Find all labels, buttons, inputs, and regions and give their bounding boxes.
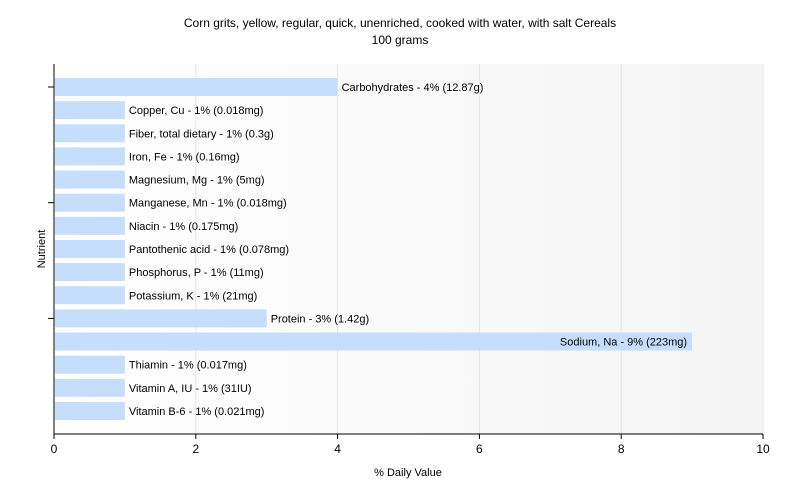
x-tick-label: 4 xyxy=(334,442,341,456)
bar-label: Magnesium, Mg - 1% (5mg) xyxy=(129,175,265,187)
bar xyxy=(55,309,267,328)
axes xyxy=(48,64,763,435)
bar-label: Iron, Fe - 1% (0.16mg) xyxy=(129,151,240,163)
bar-label: Vitamin A, IU - 1% (31IU) xyxy=(129,383,252,395)
bar-label: Carbohydrates - 4% (12.87g) xyxy=(342,82,484,94)
plot-area xyxy=(54,64,763,434)
x-ticks: 0 2 4 6 8 10 xyxy=(51,434,770,456)
x-tick-label: 8 xyxy=(618,442,625,456)
bar-label: Thiamin - 1% (0.017mg) xyxy=(129,360,247,372)
bar-label: Protein - 3% (1.42g) xyxy=(271,313,369,325)
bar-label: Potassium, K - 1% (21mg) xyxy=(129,290,257,302)
bar xyxy=(55,193,125,212)
x-tick-label: 2 xyxy=(192,442,199,456)
bar xyxy=(55,78,338,96)
chart-subtitle: 100 grams xyxy=(372,33,429,47)
x-axis-label: % Daily Value xyxy=(374,467,442,479)
bar-label: Phosphorus, P - 1% (11mg) xyxy=(129,267,264,279)
bar-label: Manganese, Mn - 1% (0.018mg) xyxy=(129,198,287,210)
grid-lines xyxy=(195,64,764,434)
y-axis-label: Nutrient xyxy=(36,230,48,269)
bar xyxy=(55,378,125,397)
x-tick-label: 0 xyxy=(51,442,58,456)
bar xyxy=(55,401,125,420)
bar xyxy=(55,124,125,143)
bar xyxy=(55,355,125,374)
chart-title: Corn grits, yellow, regular, quick, unen… xyxy=(184,16,616,30)
bar xyxy=(55,263,125,282)
bar-label: Vitamin B-6 - 1% (0.021mg) xyxy=(129,406,265,418)
bar xyxy=(55,332,693,351)
bar xyxy=(55,147,125,166)
bar-label: Copper, Cu - 1% (0.018mg) xyxy=(129,105,264,117)
x-tick-label: 6 xyxy=(476,442,483,456)
bar xyxy=(55,101,125,120)
bar xyxy=(55,286,125,305)
bar-label: Fiber, total dietary - 1% (0.3g) xyxy=(129,128,274,140)
bars: Carbohydrates - 4% (12.87g) Copper, Cu - … xyxy=(55,78,693,420)
bar xyxy=(55,216,125,235)
bar-label: Niacin - 1% (0.175mg) xyxy=(129,221,238,233)
bar-label: Pantothenic acid - 1% (0.078mg) xyxy=(129,244,289,256)
bar-label: Sodium, Na - 9% (223mg) xyxy=(560,337,687,349)
bar xyxy=(55,239,125,258)
x-tick-label: 10 xyxy=(756,442,770,456)
bar xyxy=(55,170,125,189)
